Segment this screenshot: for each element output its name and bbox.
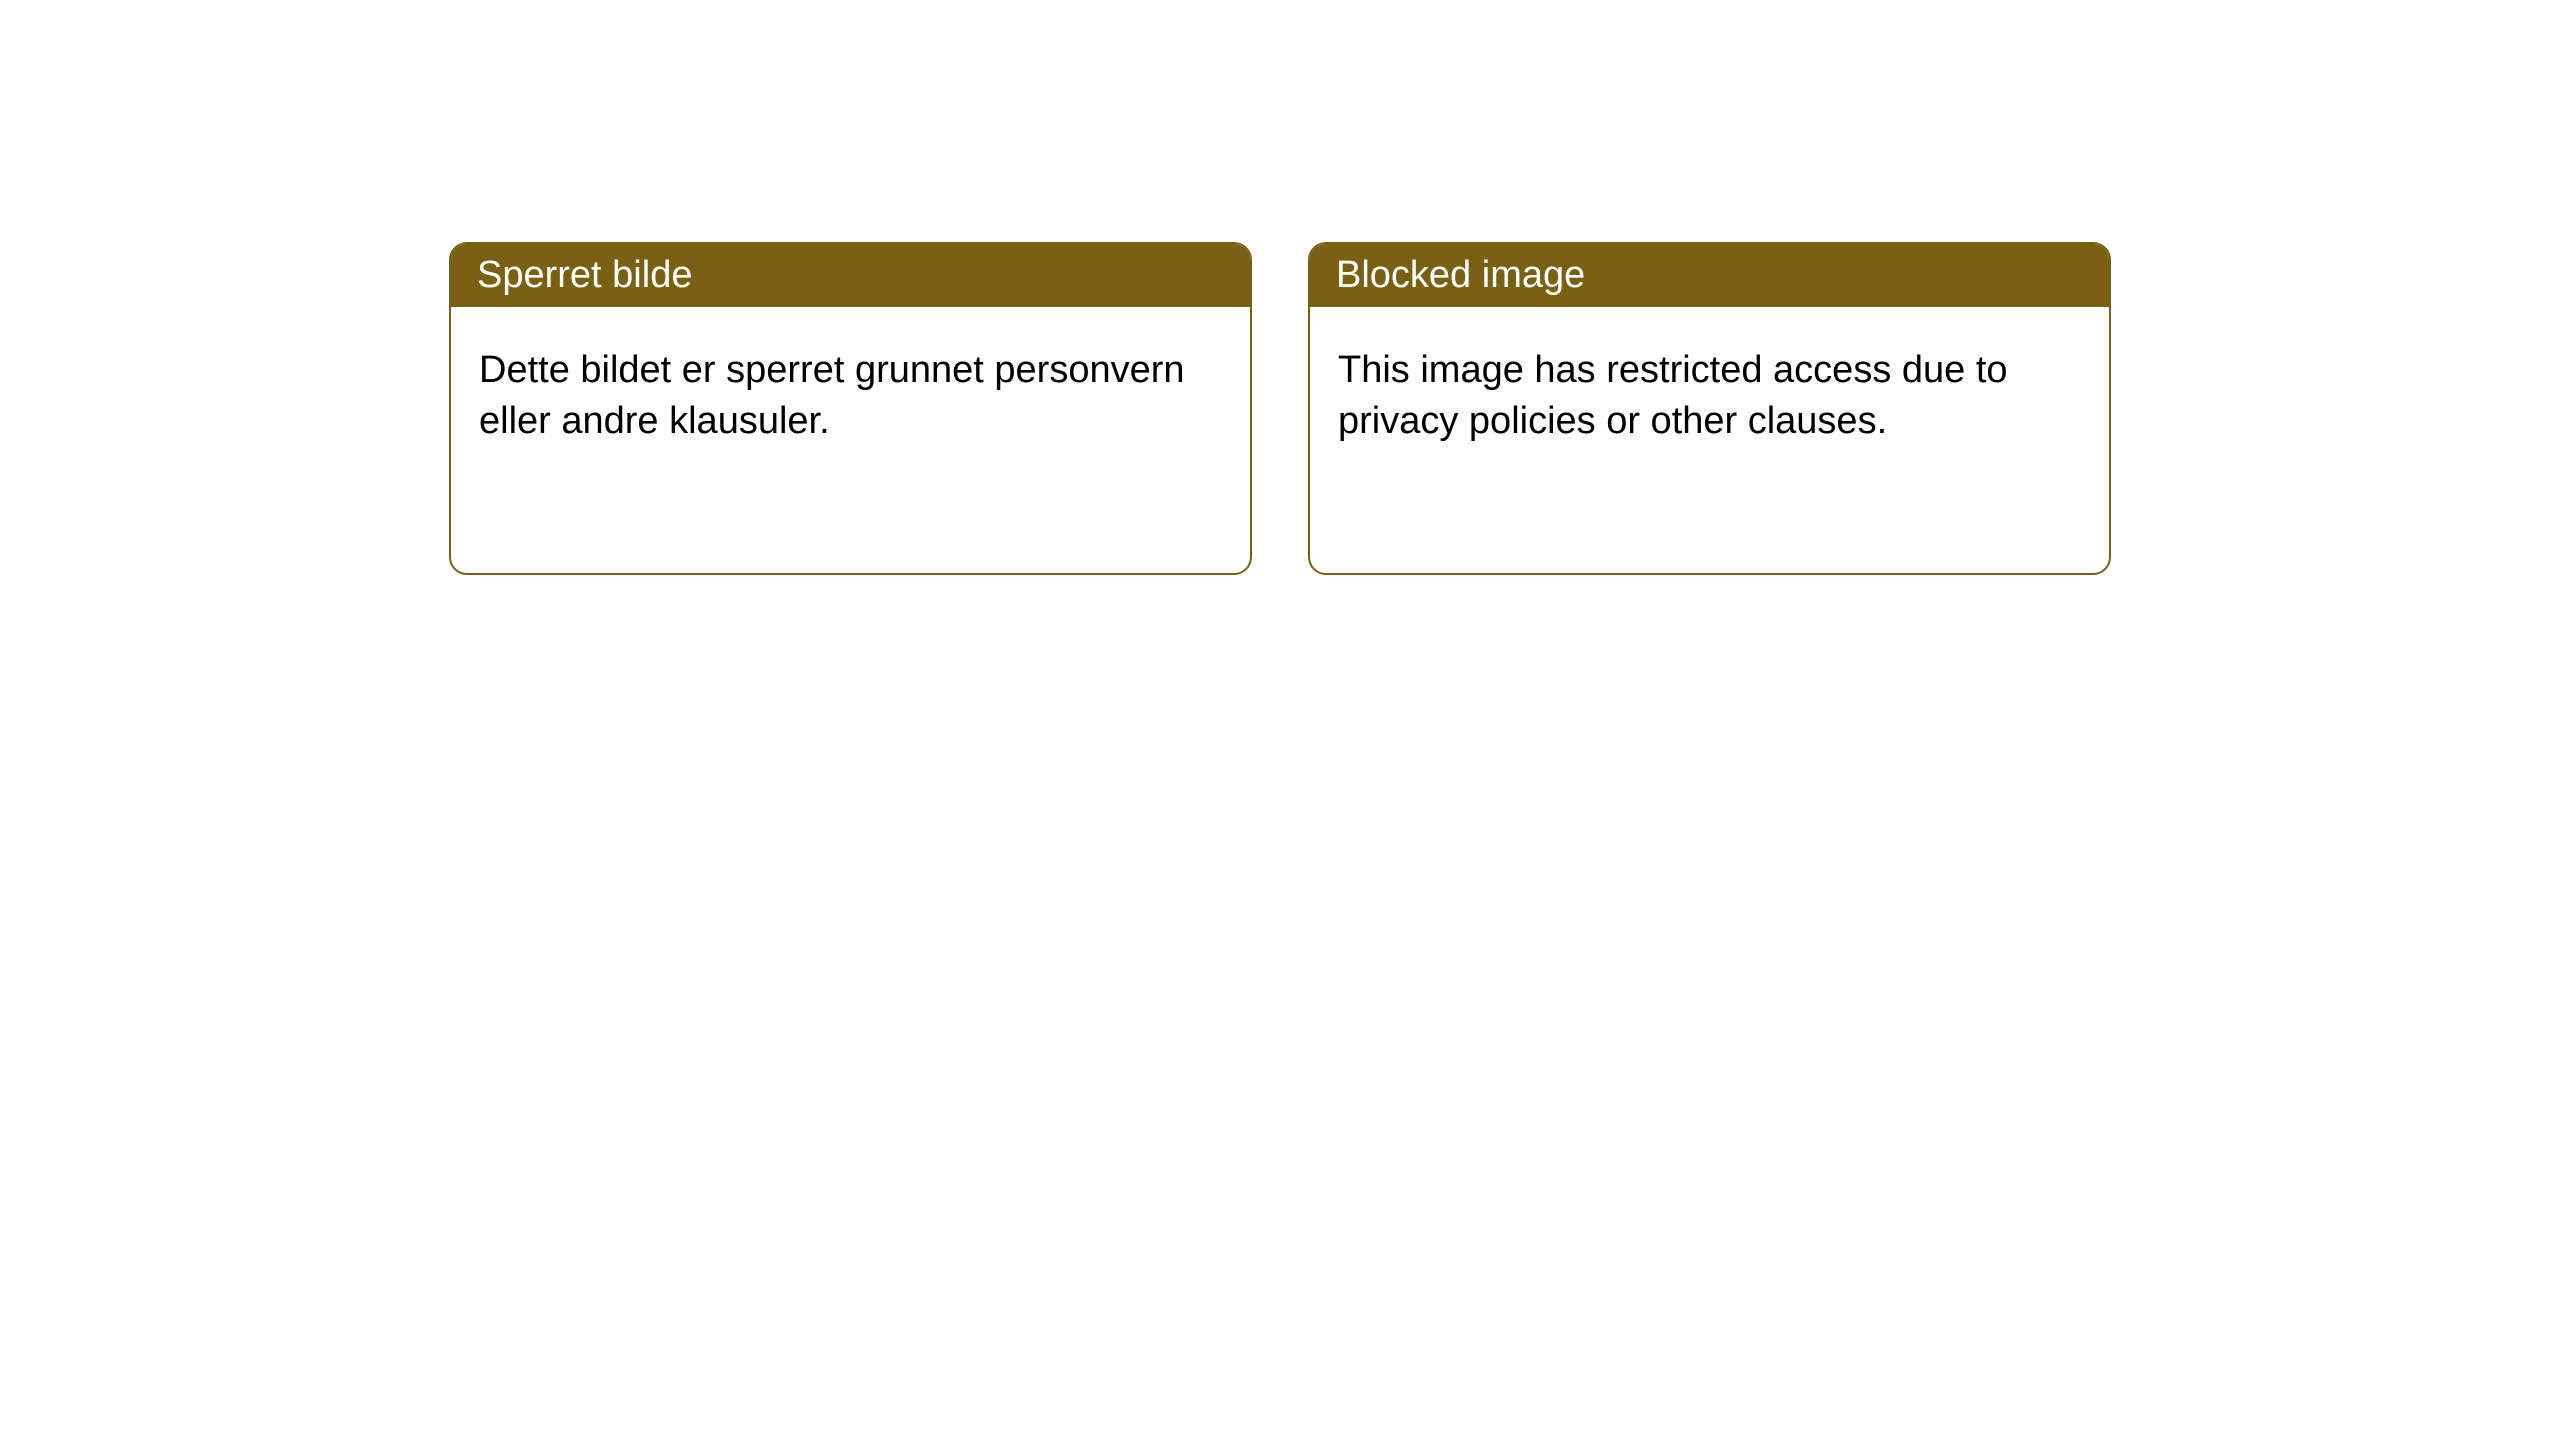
- card-english: Blocked image This image has restricted …: [1308, 242, 2111, 575]
- cards-container: Sperret bilde Dette bildet er sperret gr…: [0, 0, 2560, 575]
- card-norwegian: Sperret bilde Dette bildet er sperret gr…: [449, 242, 1252, 575]
- card-body-norwegian: Dette bildet er sperret grunnet personve…: [451, 307, 1250, 486]
- card-header-norwegian: Sperret bilde: [451, 244, 1250, 307]
- card-header-english: Blocked image: [1310, 244, 2109, 307]
- card-body-english: This image has restricted access due to …: [1310, 307, 2109, 486]
